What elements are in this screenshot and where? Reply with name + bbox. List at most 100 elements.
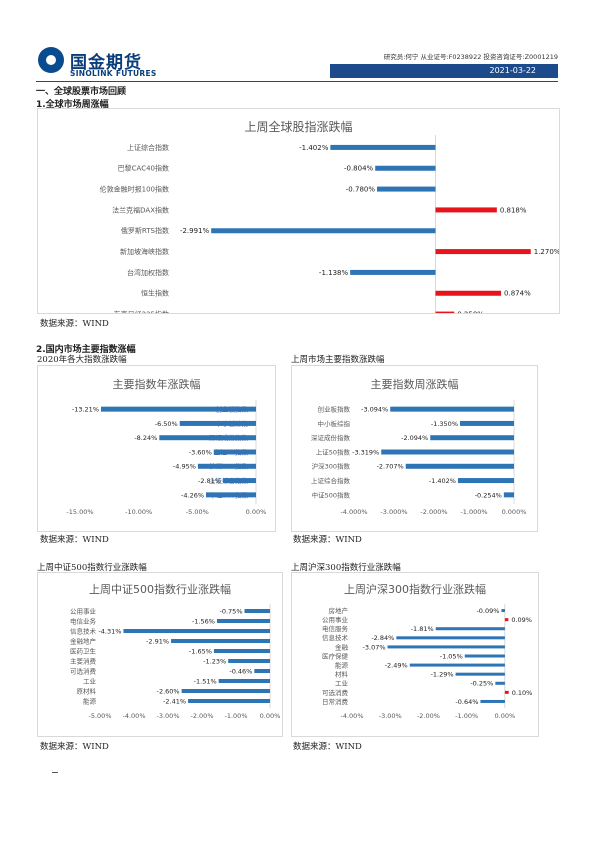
report-date: 2021-03-22: [489, 66, 537, 75]
category-label: 上证50指数: [214, 447, 249, 456]
category-label: 医药卫生: [70, 646, 97, 655]
bar: [457, 478, 514, 484]
category-label: 沪深300指数: [210, 462, 249, 471]
bar: [216, 619, 270, 623]
bar: [123, 629, 271, 633]
chart-frame-csi500: 上周中证500指数行业涨跌幅 公用事业 -0.75% 电信业务 -1.56% 信息技术 -4…: [37, 572, 283, 737]
data-label: -2.91%: [146, 637, 169, 645]
data-label: -8.24%: [134, 434, 157, 442]
category-label: 房地产: [329, 606, 349, 615]
category-label: 深证成份指数: [311, 433, 351, 442]
bar: [435, 311, 455, 317]
data-label: -1.81%: [411, 625, 434, 633]
bar: [387, 645, 505, 649]
tick-label: 0.00%: [246, 508, 267, 516]
data-label: -1.402%: [429, 477, 456, 485]
category-label: 上证综合指数: [311, 476, 351, 485]
bar: [464, 654, 505, 658]
page-mark: [52, 772, 58, 773]
data-label: -0.09%: [476, 607, 499, 615]
data-label: -2.707%: [377, 463, 404, 471]
chart-title: 上周全球股指涨跌幅: [244, 119, 352, 134]
tick-label: -1.000%: [460, 508, 487, 516]
data-label: -0.75%: [220, 607, 243, 615]
data-label: -2.84%: [371, 634, 394, 642]
bar: [503, 492, 514, 498]
bar: [179, 420, 256, 426]
bar: [460, 420, 514, 426]
chart-caption: 上周中证500指数行业涨跌幅: [37, 563, 147, 573]
chart-frame-global: 上周全球股指涨跌幅 上证综合指数 -1.402% 巴黎CAC40指数 -0.804% 伦敦…: [37, 108, 562, 401]
bar: [435, 627, 505, 631]
category-label: 巴黎CAC40指数: [118, 164, 169, 173]
data-source-note: 数据来源：WIND: [40, 742, 109, 752]
bar: [435, 207, 497, 213]
tick-label: -2.000%: [420, 508, 447, 516]
data-label: -1.23%: [203, 657, 226, 665]
tick-label: -4.00%: [123, 712, 146, 720]
bar: [504, 618, 509, 622]
chart-frame-weekly: 主要指数周涨跌幅 创业板指数 -3.094% 中小板综指 -1.350% 深证成份指数 -2…: [291, 365, 538, 532]
bar: [495, 681, 505, 685]
data-label: -2.49%: [385, 661, 408, 669]
data-label: -4.95%: [173, 463, 196, 471]
category-label: 公用事业: [322, 615, 349, 624]
tick-label: -1.00%: [455, 712, 478, 720]
bar: [375, 165, 436, 171]
category-label: 公用事业: [70, 606, 97, 615]
data-label: -0.25%: [470, 680, 493, 688]
category-label: 主要消费: [70, 656, 97, 665]
data-label: -3.319%: [352, 448, 379, 456]
chart-title: 上周中证500指数行业涨跌幅: [89, 582, 231, 596]
bar: [501, 609, 505, 613]
tick-label: -5.00%: [89, 712, 112, 720]
bar: [206, 492, 256, 498]
chart-frame-annual: 主要指数年涨跌幅 创业板指数 -13.21% 中小板综指 -6.50% 深证成份指数 -8.…: [37, 365, 276, 532]
category-label: 材料: [335, 670, 349, 679]
category-label: 中证500指数: [312, 490, 351, 499]
bar: [350, 269, 436, 275]
tick-label: -4.000%: [340, 508, 367, 516]
bar: [244, 609, 270, 613]
data-label: -3.07%: [363, 643, 386, 651]
category-label: 伦敦金融时报100指数: [100, 184, 169, 193]
category-label: 新加坡海峡指数: [120, 247, 169, 256]
data-source-note: 数据来源：WIND: [40, 319, 109, 329]
bar: [213, 649, 270, 653]
tick-label: -3.000%: [380, 508, 407, 516]
tick-label: -2.00%: [417, 712, 440, 720]
bar: [504, 690, 509, 694]
bar: [211, 228, 436, 234]
category-label: 日常消费: [322, 697, 349, 706]
category-label: 上证50指数: [316, 447, 351, 456]
bar: [213, 449, 256, 455]
bar: [181, 689, 270, 693]
bar: [330, 144, 436, 150]
date-bar: 2021-03-22: [330, 64, 558, 78]
data-label: 1.270%: [534, 248, 559, 256]
tick-label: 0.00%: [260, 712, 281, 720]
section-title: 一、全球股票市场回顾: [36, 87, 127, 97]
tick-label: -10.00%: [125, 508, 152, 516]
chart-caption: 上周市场主要指数涨跌幅: [291, 355, 385, 365]
data-label: -1.402%: [299, 144, 329, 152]
chart-caption: 2020年各大指数涨跌幅: [37, 355, 127, 365]
bar: [396, 636, 505, 640]
bar: [409, 663, 505, 667]
data-label: -0.46%: [229, 667, 252, 675]
data-label: -0.254%: [475, 491, 502, 499]
bar: [254, 669, 270, 673]
bar: [405, 463, 514, 469]
data-label: -4.31%: [98, 627, 121, 635]
tick-label: 0.000%: [502, 508, 527, 516]
tick-label: -15.00%: [66, 508, 93, 516]
bar: [480, 699, 505, 703]
data-label: -1.05%: [440, 652, 463, 660]
bar: [218, 679, 270, 683]
category-label: 中小板综指: [216, 419, 249, 428]
bar: [171, 639, 270, 643]
data-label: -0.64%: [455, 698, 478, 706]
